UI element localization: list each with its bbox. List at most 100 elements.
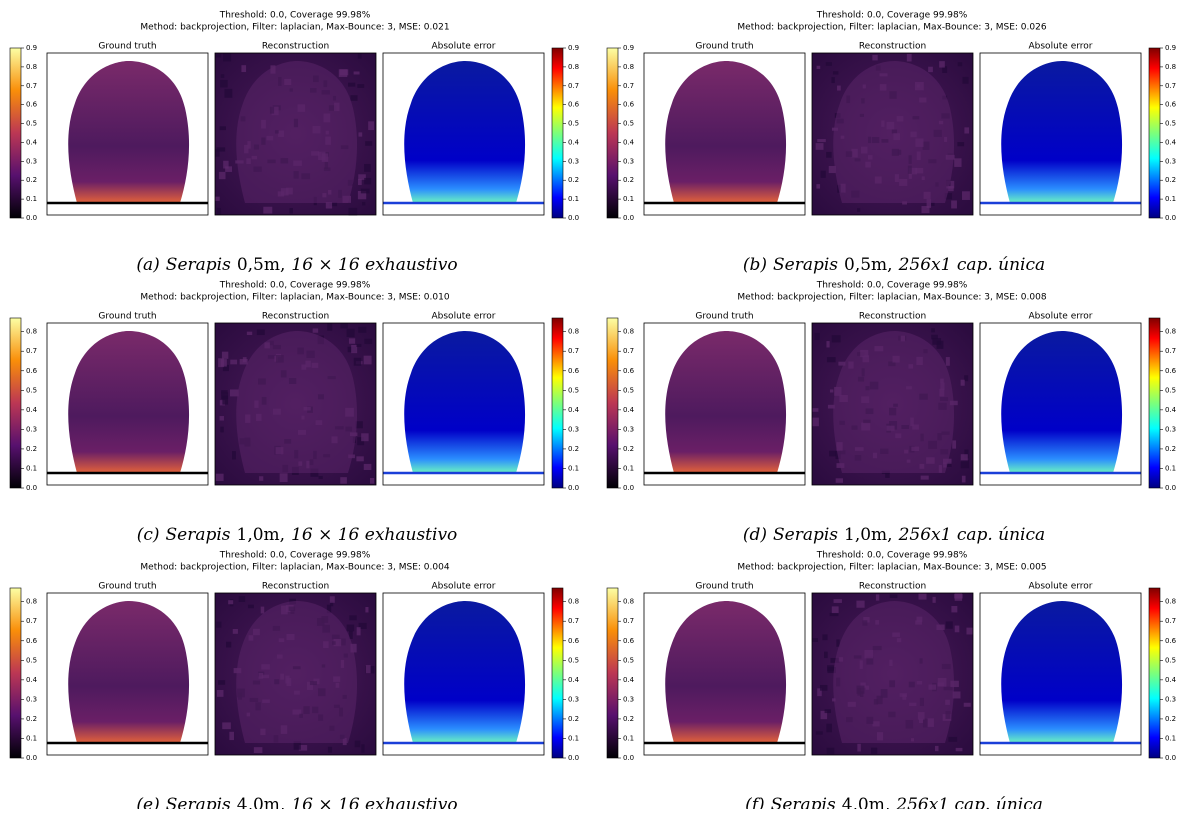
colorbar-tick-label: 0.5 <box>623 120 634 128</box>
colorbar-tick-label: 0.2 <box>568 715 579 723</box>
noise <box>931 201 935 206</box>
colorbar-tick-label: 0.7 <box>26 617 37 625</box>
caption-name: Serapis <box>165 525 230 545</box>
colorbar-tick-label: 0.8 <box>568 328 579 336</box>
noise <box>950 680 959 688</box>
caption-config: 256x1 cap. única <box>898 255 1046 275</box>
panel-title: Absolute error <box>432 582 496 592</box>
noise <box>826 747 835 755</box>
noise <box>222 395 229 405</box>
noise <box>346 328 355 337</box>
noise <box>889 594 898 599</box>
noise <box>356 627 361 636</box>
noise <box>221 351 229 359</box>
colorbar-tick-label: 0.8 <box>623 328 634 336</box>
colorbar-tick-label: 0.8 <box>623 63 634 71</box>
caption-label: (c) <box>137 525 160 545</box>
noise <box>857 743 861 752</box>
caption-config: 16 × 16 exhaustivo <box>291 525 457 545</box>
noise <box>216 689 224 697</box>
caption: (b) Serapis 0,5m, 256x1 cap. única <box>743 255 1045 275</box>
caption-name: Serapis <box>166 795 231 810</box>
title-line: Threshold: 0.0, Coverage 99.98% <box>219 551 371 561</box>
noise <box>329 596 335 603</box>
caption-distance: 1,0m, <box>237 525 286 545</box>
noise <box>279 473 288 483</box>
head-shape <box>236 601 358 743</box>
colorbar-tick-label: 0.1 <box>568 195 579 203</box>
caption-label: (a) <box>136 255 159 275</box>
noise <box>945 357 950 366</box>
colorbar-tick-label: 0.0 <box>26 484 37 492</box>
colorbar-tick-label: 0.6 <box>568 367 580 375</box>
head-shape <box>1001 601 1123 743</box>
colorbar-tick-label: 0.8 <box>568 63 579 71</box>
noise <box>960 460 970 469</box>
noise <box>828 165 836 174</box>
noise <box>831 606 839 614</box>
noise <box>230 359 238 365</box>
noise <box>948 186 954 192</box>
noise <box>826 723 832 733</box>
colorbar-tick-label: 0.8 <box>568 598 579 606</box>
noise <box>875 594 880 601</box>
noise <box>215 53 222 58</box>
noise <box>954 625 960 633</box>
head-shape <box>1001 331 1123 473</box>
noise <box>222 364 229 372</box>
title-line: Threshold: 0.0, Coverage 99.98% <box>816 551 968 561</box>
panel-image <box>214 52 377 216</box>
noise <box>952 691 961 699</box>
colorbar-tick-label: 0.5 <box>568 386 579 394</box>
noise <box>298 745 308 751</box>
panel-title: Ground truth <box>695 312 753 322</box>
noise <box>330 601 334 607</box>
colorbar-tick-label: 0.6 <box>26 637 38 645</box>
colorbar-tick-label: 0.7 <box>623 82 634 90</box>
noise <box>223 160 229 169</box>
colorbar-tick-label: 0.7 <box>1165 82 1176 90</box>
head-shape <box>236 331 358 473</box>
noise <box>812 417 819 427</box>
colorbar <box>9 587 22 759</box>
noise <box>289 208 293 214</box>
colorbar-tick-label: 0.8 <box>623 598 634 606</box>
noise <box>350 95 358 101</box>
title-line: Method: backprojection, Filter: laplacia… <box>140 563 449 573</box>
panel-title: Ground truth <box>98 312 156 322</box>
noise <box>312 328 319 333</box>
colorbar-tick-label: 0.7 <box>1165 617 1176 625</box>
panel-frame <box>46 322 209 486</box>
panel-title: Absolute error <box>1029 582 1093 592</box>
noise <box>339 69 349 76</box>
noise <box>340 323 348 329</box>
colorbar-tick-label: 0.0 <box>568 754 579 762</box>
colorbar <box>9 47 22 219</box>
noise <box>348 630 353 639</box>
noise <box>357 53 362 59</box>
noise <box>961 475 966 483</box>
noise <box>327 323 333 331</box>
panel-image <box>46 592 209 756</box>
colorbar-tick-label: 0.2 <box>623 445 634 453</box>
colorbar-tick-label: 0.8 <box>26 63 37 71</box>
noise <box>830 657 840 663</box>
panel-title: Reconstruction <box>262 582 329 592</box>
panel-title: Absolute error <box>432 312 496 322</box>
colorbar-tick-label: 0.4 <box>568 406 580 414</box>
noise <box>253 747 263 754</box>
noise <box>351 345 358 354</box>
panel-image <box>643 592 806 756</box>
noise <box>263 206 273 214</box>
noise <box>831 335 841 343</box>
noise <box>918 593 927 600</box>
panel-title: Reconstruction <box>859 42 926 52</box>
colorbar-tick-label: 0.8 <box>1165 598 1176 606</box>
colorbar-tick-label: 0.1 <box>623 734 634 742</box>
noise <box>364 177 372 185</box>
colorbar-tick-label: 0.0 <box>1165 754 1176 762</box>
noise <box>353 357 362 366</box>
noise <box>964 127 970 134</box>
head-shape <box>404 61 526 203</box>
